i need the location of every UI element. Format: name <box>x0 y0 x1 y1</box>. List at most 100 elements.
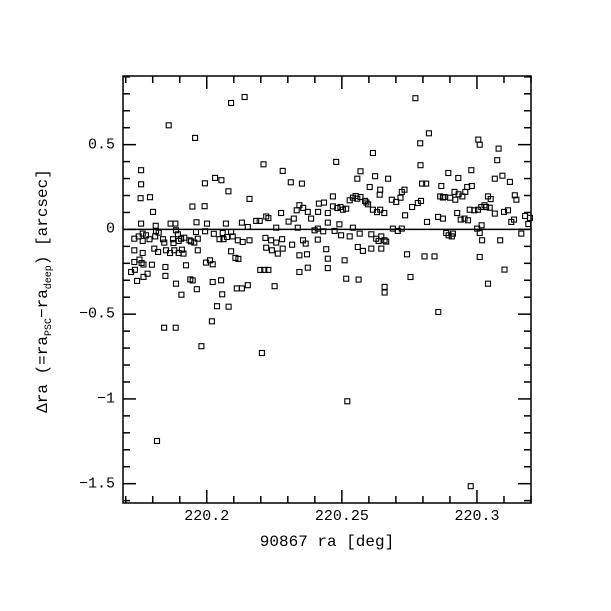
data-point <box>165 122 172 129</box>
data-point <box>178 246 185 253</box>
data-point <box>139 237 146 244</box>
data-point <box>265 266 272 273</box>
data-point <box>333 158 340 165</box>
data-point <box>308 215 315 222</box>
data-point <box>148 261 155 268</box>
data-point <box>377 186 384 193</box>
data-point <box>314 225 321 232</box>
data-point <box>329 193 336 200</box>
data-point <box>457 216 464 223</box>
data-point <box>274 250 281 257</box>
y-tick-label: −1.5 <box>78 475 115 493</box>
data-point <box>128 268 135 276</box>
data-point <box>140 273 147 280</box>
data-point <box>194 235 201 242</box>
data-point <box>218 277 225 284</box>
data-point <box>369 149 376 157</box>
data-point <box>461 215 468 222</box>
data-point <box>381 289 388 296</box>
y-tick-label: −1 <box>96 390 115 408</box>
data-point <box>481 202 488 209</box>
data-point <box>138 181 145 188</box>
data-point <box>476 141 483 148</box>
data-point <box>421 253 428 260</box>
data-point <box>401 186 408 193</box>
data-point <box>261 266 268 273</box>
data-point <box>162 272 169 279</box>
data-point <box>320 228 327 235</box>
data-point <box>193 219 200 226</box>
data-point <box>343 205 350 212</box>
data-point <box>172 280 180 287</box>
data-point <box>228 248 235 255</box>
data-point <box>511 192 518 199</box>
data-point <box>475 136 482 143</box>
data-point <box>134 277 141 284</box>
data-point <box>409 203 416 211</box>
data-point <box>208 318 215 325</box>
data-point <box>172 227 180 234</box>
data-point <box>253 217 260 224</box>
data-point <box>445 169 452 177</box>
data-point <box>338 232 345 239</box>
data-point <box>142 232 150 239</box>
data-point <box>483 203 490 211</box>
data-point <box>365 201 372 208</box>
data-point <box>389 225 396 232</box>
data-point <box>246 237 253 244</box>
data-point <box>268 237 275 244</box>
data-point <box>412 95 419 102</box>
data-point <box>366 183 373 191</box>
data-point <box>464 217 472 224</box>
data-point <box>209 261 216 268</box>
data-point <box>375 237 382 244</box>
data-point <box>423 180 430 187</box>
data-point <box>324 255 331 262</box>
data-point <box>225 303 232 310</box>
data-point <box>304 208 311 215</box>
data-point <box>238 219 245 226</box>
data-point <box>279 167 286 174</box>
data-point <box>138 259 145 267</box>
data-point <box>244 223 251 231</box>
data-point <box>228 228 235 236</box>
data-point <box>218 177 225 184</box>
data-point <box>468 167 475 174</box>
data-point <box>445 232 452 239</box>
data-point <box>423 218 431 225</box>
data-point <box>510 216 518 223</box>
data-point <box>172 324 179 331</box>
data-point <box>289 241 296 248</box>
data-point <box>201 180 208 187</box>
data-point <box>377 206 384 213</box>
data-point <box>435 308 442 316</box>
data-point <box>339 206 346 213</box>
data-point <box>354 175 361 182</box>
data-point <box>491 175 498 182</box>
data-point <box>343 275 350 282</box>
data-point <box>381 283 388 290</box>
data-point <box>329 203 336 210</box>
data-point <box>271 283 278 290</box>
data-point <box>293 207 300 214</box>
data-point <box>518 230 525 237</box>
data-point <box>228 99 235 107</box>
data-point <box>189 277 196 284</box>
data-point <box>198 343 205 350</box>
data-point <box>356 230 363 237</box>
data-point <box>302 240 309 247</box>
data-point <box>131 258 138 266</box>
data-point <box>256 217 263 224</box>
data-point <box>169 236 177 243</box>
data-point <box>397 194 404 201</box>
x-tick-label: 220.2 <box>184 508 230 525</box>
data-point <box>478 222 485 229</box>
data-point <box>476 229 483 237</box>
data-point <box>431 253 438 260</box>
data-point <box>393 198 400 205</box>
data-point <box>438 182 445 190</box>
data-point <box>324 265 331 272</box>
data-point <box>344 398 351 405</box>
